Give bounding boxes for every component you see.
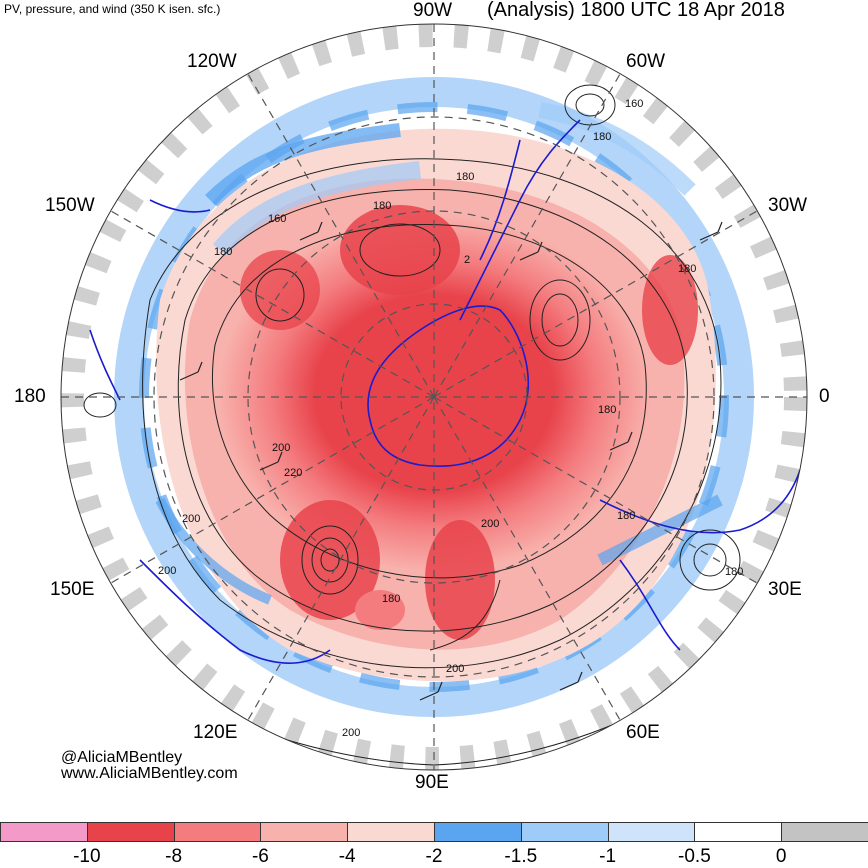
credit-website: www.AliciaMBentley.com (61, 765, 238, 782)
coastlines (89, 119, 801, 664)
colorbar-tick-label: -6 (251, 846, 269, 867)
colorbar-swatch (260, 822, 349, 842)
contour-label: 180 (617, 510, 635, 522)
contour-label: 200 (272, 442, 290, 454)
contour-label: 200 (481, 518, 499, 530)
lon-label-180: 180 (14, 386, 46, 407)
colorbar-swatch (781, 822, 868, 842)
lon-label-60w: 60W (626, 51, 666, 72)
colorbar-tick-label: 0 (775, 846, 787, 867)
contour-label: 180 (382, 593, 400, 605)
contour-label: 180 (214, 246, 232, 258)
lon-label-60e: 60E (626, 722, 660, 743)
map-border (60, 23, 808, 771)
colorbar-tick-label: -1 (599, 846, 617, 867)
colorbar-tick-label: -0.5 (678, 846, 711, 867)
colorbar-swatch (86, 822, 175, 842)
contour-label: 200 (342, 727, 360, 739)
contour-label: 160 (268, 213, 286, 225)
contour-label: 2 (464, 254, 470, 266)
pv-map: 160 180 180 160 180 180 180 180 200 220 … (60, 23, 808, 771)
contour-label: 200 (182, 513, 200, 525)
lon-label-90w: 90W (413, 0, 453, 21)
graticule (61, 24, 807, 770)
contour-label: 180 (373, 200, 391, 212)
colorbar-tick-label: -8 (165, 846, 183, 867)
colorbar-tick-label: -1.5 (504, 846, 538, 867)
colorbar-swatch (607, 822, 696, 842)
colorbar-tick-label: -4 (338, 846, 356, 867)
lon-label-120w: 120W (187, 51, 237, 72)
contour-label: 180 (598, 404, 616, 416)
colorbar-swatch (434, 822, 522, 842)
lon-label-120e: 120E (193, 722, 238, 743)
lon-label-150e: 150E (50, 579, 95, 600)
lon-label-0: 0 (819, 386, 830, 407)
analysis-time: (Analysis) 1800 UTC 18 Apr 2018 (487, 0, 785, 21)
contour-label: 180 (678, 263, 696, 275)
contour-label: 200 (446, 663, 464, 675)
lon-label-30e: 30E (768, 579, 802, 600)
contour-label: 180 (725, 566, 743, 578)
pv-colorbar (0, 822, 868, 844)
contour-labels: 160 180 180 160 180 180 180 180 200 220 … (158, 98, 743, 739)
contour-label: 180 (593, 131, 611, 143)
colorbar-swatch (0, 822, 88, 842)
credit-handle: @AliciaMBentley (61, 749, 183, 766)
wind-barbs (179, 221, 723, 701)
contour-label: 220 (284, 467, 302, 479)
colorbar-swatch (173, 822, 262, 842)
lon-label-90e: 90E (415, 772, 449, 793)
contour-label: 200 (158, 565, 176, 577)
map-title: PV, pressure, and wind (350 K isen. sfc.… (4, 2, 221, 16)
colorbar-swatch (347, 822, 435, 842)
contour-label: 160 (625, 98, 643, 110)
lon-label-150w: 150W (45, 195, 95, 216)
colorbar-swatch (520, 822, 609, 842)
colorbar-tick-label: -10 (73, 846, 101, 867)
contour-label: 180 (456, 171, 474, 183)
map-disk (61, 24, 807, 770)
colorbar-tick-label: -2 (425, 846, 443, 867)
colorbar-swatch (694, 822, 783, 842)
lon-label-30w: 30W (768, 195, 808, 216)
